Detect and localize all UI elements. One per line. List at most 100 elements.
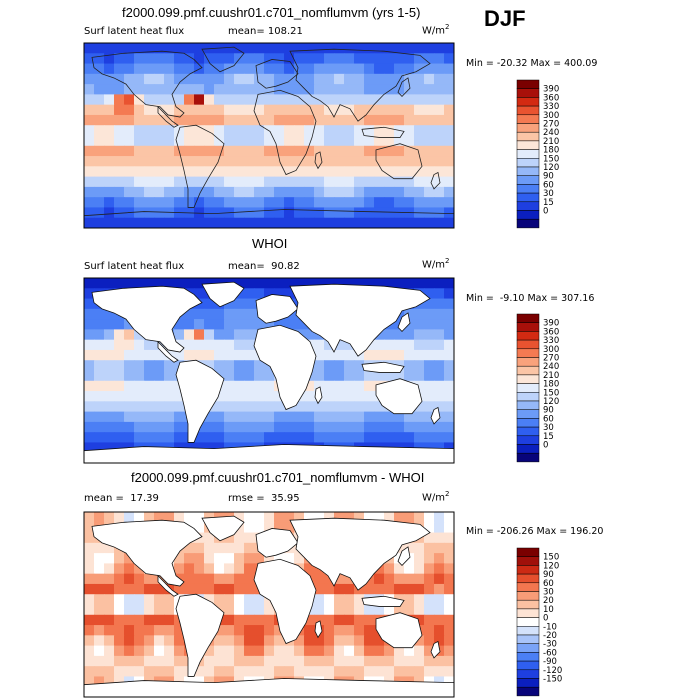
map-cell [354,666,365,678]
map-cell [344,278,355,289]
map-frame-2 [83,277,455,464]
map-cell [384,84,395,95]
map-cell [134,73,145,85]
map-cell [404,349,415,361]
map-cell [324,583,335,595]
map-cell [434,156,445,167]
map-cell [434,145,445,157]
map-cell [274,207,285,219]
map-cell [374,135,385,147]
map-cell [254,401,265,413]
map-cell [94,186,105,198]
map-cell [84,635,95,647]
map-cell [264,401,275,413]
map-cell [344,583,355,595]
map-cell [274,666,285,678]
map-cell [324,145,335,157]
map-cell [154,73,165,85]
map-cell [134,197,145,209]
map-cell [384,411,395,423]
map-cell [234,666,245,678]
map-cell [124,278,135,289]
map-cell [84,666,95,678]
map-cell [304,625,315,636]
map-cell [374,573,385,585]
map-cell [104,380,115,392]
map-cell [114,370,125,382]
map-cell [444,217,454,228]
map-cell [394,278,405,289]
colorbar-swatch [516,140,540,150]
colorbar-swatch [516,591,540,601]
map-cell [214,360,225,372]
map-cell [444,380,454,392]
map-cell [324,512,335,523]
map-cell [94,645,105,657]
map-cell [344,73,355,85]
map-cell [334,421,345,433]
map-cell [294,207,305,219]
map-cell [144,360,155,372]
map-cell [264,73,275,85]
map-cell [324,43,335,54]
map-cell [364,53,375,65]
map-cell [214,114,225,126]
land-outline [91,519,203,587]
map-cell [264,288,275,300]
map-cell [404,114,415,126]
map-cell [404,360,415,372]
map-cell [404,666,415,678]
map-cell [424,53,435,65]
map-cell [154,401,165,413]
map-cell [134,635,145,647]
map-cell [284,104,295,116]
map-cell [404,186,415,198]
map-cell [424,360,435,372]
map-cell [314,573,325,585]
map-cell [344,94,355,106]
map-cell [264,604,275,616]
map-cell [394,217,405,228]
map-cell [434,380,445,392]
map-cell [264,43,275,54]
map-cell [154,176,165,188]
map-cell [84,186,95,198]
map-cell [444,635,454,647]
map-cell [244,53,255,65]
map-cell [344,432,355,444]
map-cell [344,370,355,382]
map-cell [154,43,165,54]
map-cell [384,94,395,106]
map-cell [434,512,445,523]
map-cell [254,63,265,75]
map-cell [194,666,205,678]
map-cell [294,135,305,147]
map-cell [94,73,105,85]
map-cell [354,380,365,392]
map-cell [334,645,345,657]
map-cell [274,63,285,75]
map-cell [364,391,375,402]
map-cell [124,604,135,616]
map-cell [234,73,245,85]
map-cell [434,84,445,95]
map-cell [114,278,125,289]
map-cell [84,442,95,454]
map-cell [204,655,215,667]
map-cell [424,421,435,433]
map-cell [194,432,205,444]
map-cell [264,145,275,157]
map-cell [224,614,235,626]
map-cell [394,655,405,667]
map-cell [314,432,325,444]
map-cell [104,53,115,65]
map-cell [174,63,185,75]
map-cell [104,563,115,575]
map-cell [304,145,315,157]
map-cell [344,512,355,523]
map-cell [214,104,225,116]
map-cell [204,349,215,361]
map-cell [124,573,135,585]
